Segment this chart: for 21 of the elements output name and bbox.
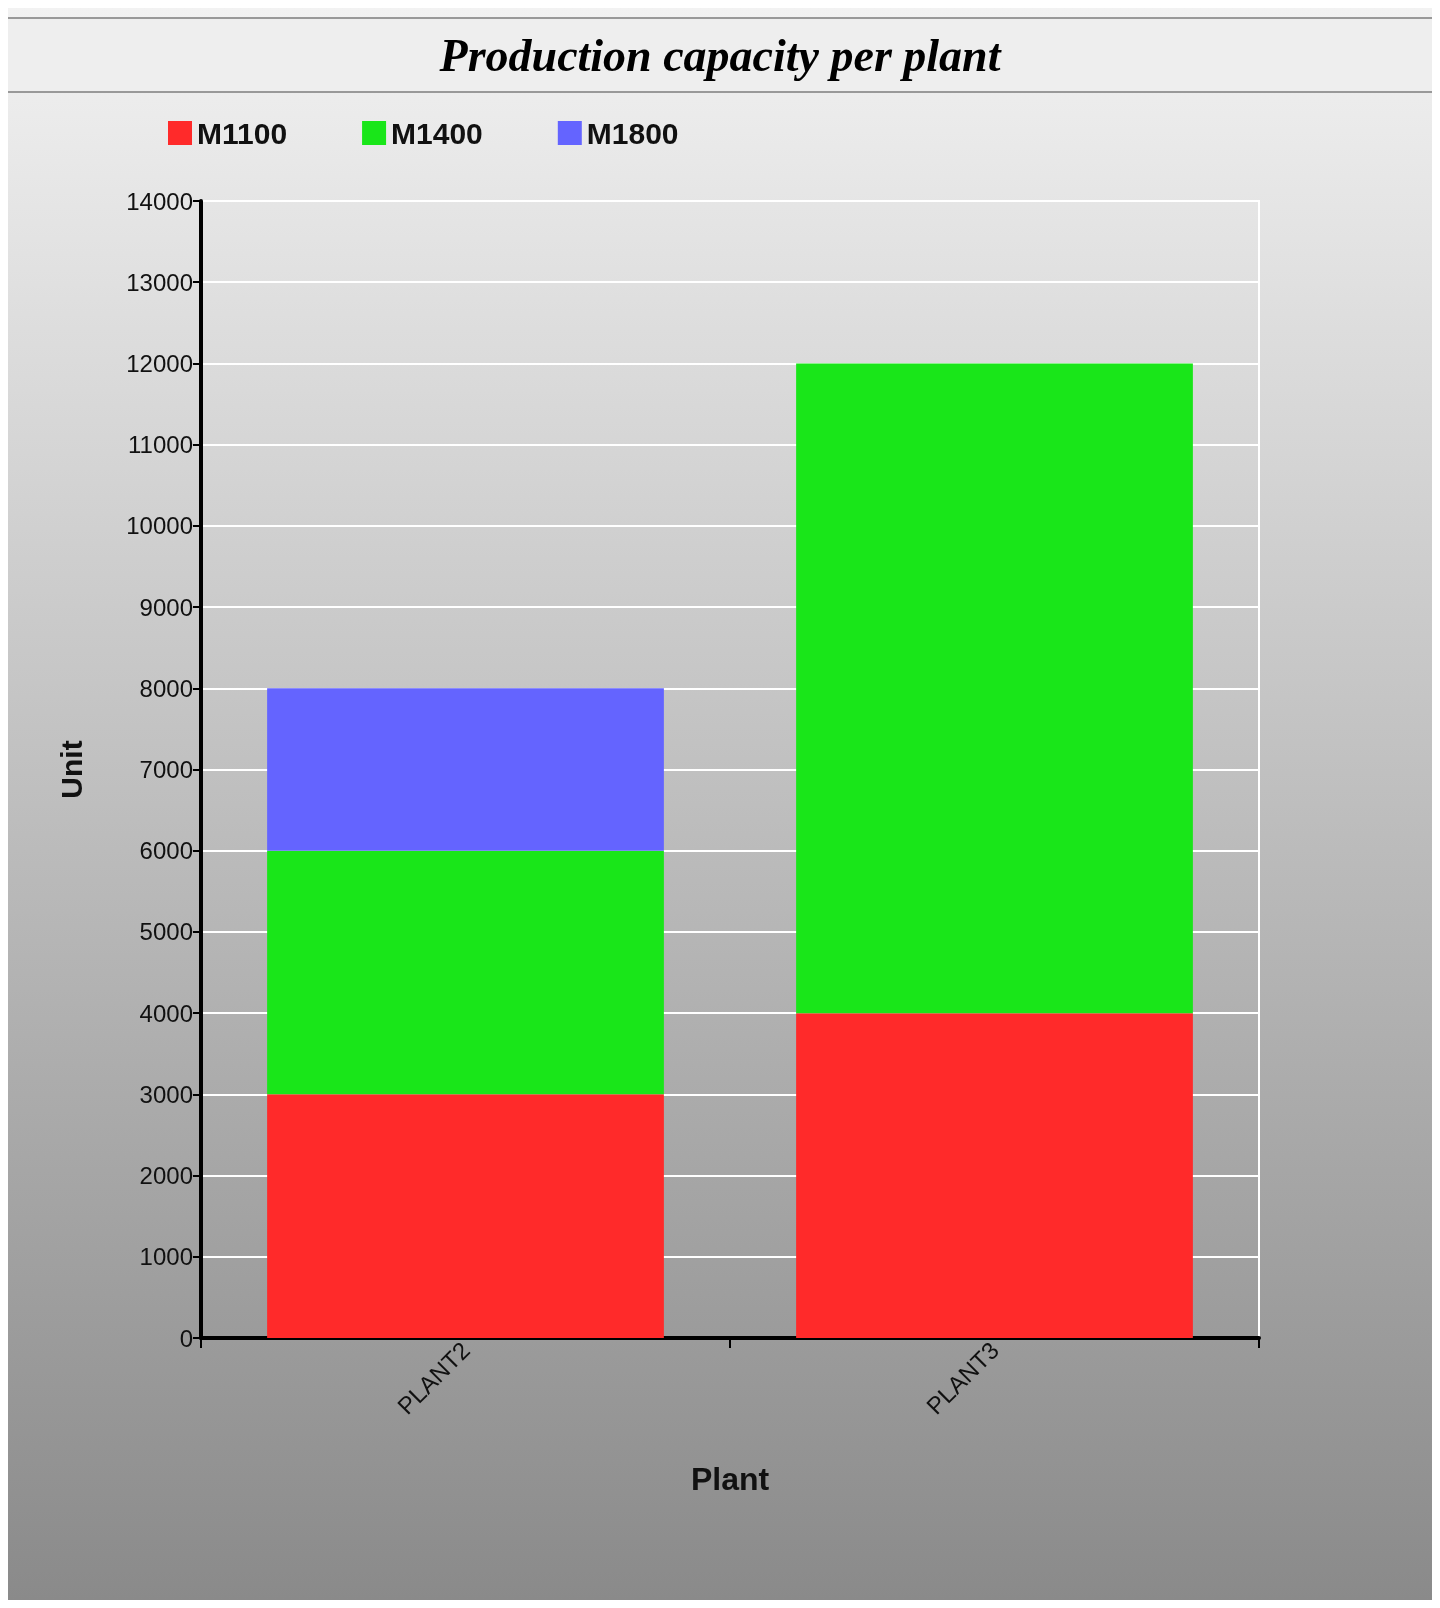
y-tick-label: 7000 <box>139 756 193 783</box>
y-tick-label: 3000 <box>139 1080 193 1108</box>
legend-label: M1800 <box>586 116 679 150</box>
y-tick-label: 14000 <box>126 187 193 215</box>
y-tick-label: 0 <box>179 1324 193 1352</box>
y-tick-label: 5000 <box>139 918 193 946</box>
y-tick-label: 12000 <box>126 349 193 377</box>
y-tick-label: 11000 <box>128 431 193 459</box>
y-tick-label: 10000 <box>126 512 193 540</box>
y-axis-title: Unit <box>54 740 88 799</box>
x-axis-title: Plant <box>690 1461 770 1497</box>
legend-label: M1100 <box>197 116 288 150</box>
y-tick-label: 8000 <box>139 674 193 702</box>
y-tick-label: 6000 <box>139 837 193 865</box>
y-tick-label: 13000 <box>126 268 193 296</box>
y-tick-label: 2000 <box>139 1162 193 1190</box>
y-tick-label: 9000 <box>139 593 193 621</box>
y-tick-label: 1000 <box>139 1243 193 1271</box>
y-tick-label: 4000 <box>139 999 193 1027</box>
legend-label: M1400 <box>391 116 483 150</box>
chart-title: Production capacity per plant <box>438 29 1002 81</box>
